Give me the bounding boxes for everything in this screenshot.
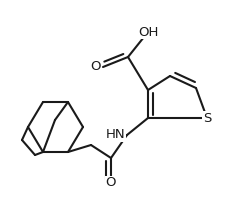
Text: HN: HN bbox=[105, 129, 124, 142]
Text: S: S bbox=[202, 112, 210, 125]
Text: OH: OH bbox=[137, 25, 158, 38]
Text: O: O bbox=[90, 60, 101, 74]
Text: O: O bbox=[105, 176, 116, 189]
